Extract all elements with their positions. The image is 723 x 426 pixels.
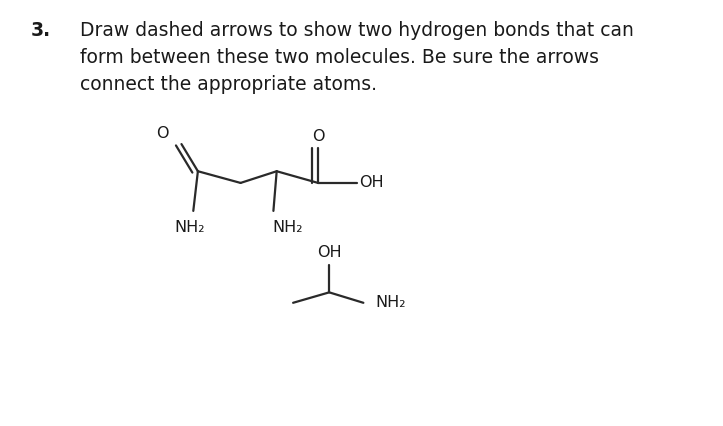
Text: OH: OH [359,176,384,190]
Text: Draw dashed arrows to show two hydrogen bonds that can
form between these two mo: Draw dashed arrows to show two hydrogen … [80,21,633,95]
Text: O: O [156,126,168,141]
Text: NH₂: NH₂ [175,220,205,235]
Text: 3.: 3. [30,21,51,40]
Text: OH: OH [317,245,341,260]
Text: NH₂: NH₂ [273,220,303,235]
Text: NH₂: NH₂ [375,295,406,310]
Text: O: O [312,129,325,144]
